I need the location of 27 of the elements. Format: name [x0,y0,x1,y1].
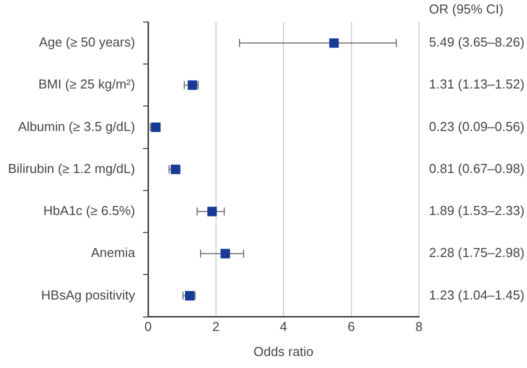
data-label: 1.89 (1.53–2.33) [429,203,524,218]
x-tick-label: 2 [212,319,220,334]
point [184,291,194,300]
point [170,164,180,174]
point [188,80,198,90]
text: OR (95% CI) [429,2,504,17]
x-tick-label: 6 [348,319,355,334]
point [329,38,339,48]
data-label: 1.31 (1.13–1.52) [429,76,524,92]
y-tick-label: Albumin (≥ 3.5 g/dL) [18,118,136,134]
y-tick-label: HBsAg positivity [41,287,136,302]
x-tick-label: 8 [415,319,423,334]
x-axis-title: Odds ratio [254,344,314,359]
data-label: 1.23 (1.04–1.45) [429,287,524,302]
x-tick-label: 0 [144,319,152,334]
point [220,248,230,258]
data-label: 0.81 (0.67–0.98) [429,160,524,176]
y-tick-label: HbA1c (≥ 6.5%) [43,203,136,218]
data-label: 2.28 (1.75–2.98) [429,245,524,260]
y-tick-label: Anemia [90,245,136,260]
data-label: 5.49 (3.65–8.26) [429,34,524,50]
x-tick-label: 4 [280,319,288,334]
data-label: 0.23 (0.09–0.56) [429,118,524,134]
point [207,206,217,216]
y-tick-label: BMI (≥ 25 kg/m²) [38,76,136,92]
y-tick-label: Age (≥ 50 years) [39,34,136,50]
y-tick-label: Bilirubin (≥ 1.2 mg/dL) [8,160,136,176]
